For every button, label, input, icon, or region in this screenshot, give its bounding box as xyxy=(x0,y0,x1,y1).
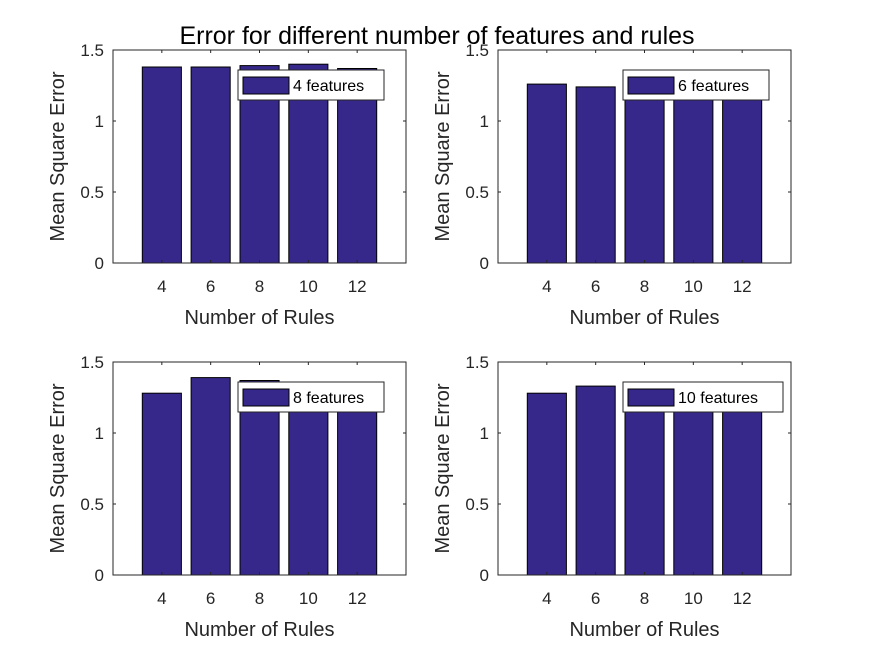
legend-label: 4 features xyxy=(293,78,364,95)
y-tick-label: 0.5 xyxy=(80,183,104,202)
x-tick-label: 12 xyxy=(348,589,367,608)
figure-title: Error for different number of features a… xyxy=(179,22,694,50)
legend: 6 features xyxy=(622,69,770,101)
bar xyxy=(288,385,329,576)
bar xyxy=(673,89,714,264)
legend-label: 10 features xyxy=(678,390,758,407)
x-tick-label: 6 xyxy=(591,277,600,296)
x-tick-label: 8 xyxy=(640,277,649,296)
bar xyxy=(575,385,616,576)
legend-swatch xyxy=(627,76,675,95)
bar xyxy=(239,380,280,576)
y-tick-label: 0.5 xyxy=(465,495,489,514)
y-tick-label: 0.5 xyxy=(465,183,489,202)
y-tick-label: 1 xyxy=(480,112,489,131)
bar xyxy=(337,68,378,264)
legend: 8 features xyxy=(237,381,385,413)
x-tick-label: 4 xyxy=(157,589,166,608)
x-axis-label: Number of Rules xyxy=(569,619,719,641)
x-tick-label: 6 xyxy=(591,589,600,608)
legend-swatch xyxy=(627,388,675,407)
x-tick-label: 6 xyxy=(206,589,215,608)
y-axis-label: Mean Square Error xyxy=(47,71,69,241)
y-tick-label: 0 xyxy=(95,566,104,585)
bar xyxy=(526,392,567,576)
x-tick-label: 8 xyxy=(255,589,264,608)
bar xyxy=(526,83,567,264)
bar xyxy=(141,66,182,264)
x-tick-label: 8 xyxy=(255,277,264,296)
x-tick-label: 12 xyxy=(733,277,752,296)
bar xyxy=(141,392,182,576)
legend: 10 features xyxy=(622,381,784,413)
legend: 4 features xyxy=(237,69,385,101)
x-tick-label: 12 xyxy=(348,277,367,296)
subplot-1: 4 6 8 10 12 0 0.5 1 1.5 Number of Rules Mean Squar… xyxy=(47,41,407,329)
y-tick-label: 0 xyxy=(95,254,104,273)
y-tick-label: 1.5 xyxy=(80,41,104,60)
subplot-3: 4 6 8 10 12 0 0.5 1 1.5 Number of Rules Mean Squar… xyxy=(47,353,407,641)
x-tick-label: 4 xyxy=(157,277,166,296)
bar xyxy=(337,389,378,576)
bar xyxy=(575,86,616,264)
y-axis-label: Mean Square Error xyxy=(432,71,454,241)
y-tick-label: 0.5 xyxy=(80,495,104,514)
y-tick-label: 1 xyxy=(95,112,104,131)
x-tick-label: 10 xyxy=(299,589,318,608)
x-tick-label: 6 xyxy=(206,277,215,296)
x-tick-label: 12 xyxy=(733,589,752,608)
bar xyxy=(190,377,231,576)
legend-swatch xyxy=(242,388,290,407)
bar xyxy=(190,66,231,264)
x-tick-label: 4 xyxy=(542,277,551,296)
bar xyxy=(673,382,714,576)
x-axis-label: Number of Rules xyxy=(184,619,334,641)
x-tick-label: 10 xyxy=(684,589,703,608)
legend-label: 6 features xyxy=(678,78,749,95)
subplot-4: 4 6 8 10 12 0 0.5 1 1.5 Number of Rules Mean Squar… xyxy=(432,353,792,641)
subplot-2: 4 6 8 10 12 0 0.5 1 1.5 Number of Rules Mean Squar… xyxy=(432,41,792,329)
y-axis-label: Mean Square Error xyxy=(47,383,69,553)
bar xyxy=(624,87,665,264)
y-tick-label: 0 xyxy=(480,566,489,585)
y-axis-label: Mean Square Error xyxy=(432,383,454,553)
x-tick-label: 10 xyxy=(299,277,318,296)
x-tick-label: 4 xyxy=(542,589,551,608)
x-axis-label: Number of Rules xyxy=(569,307,719,329)
x-tick-label: 8 xyxy=(640,589,649,608)
y-tick-label: 0 xyxy=(480,254,489,273)
y-tick-label: 1.5 xyxy=(465,41,489,60)
legend-swatch xyxy=(242,76,290,95)
x-axis-label: Number of Rules xyxy=(184,307,334,329)
bar xyxy=(722,90,763,264)
bar xyxy=(722,384,763,576)
y-tick-label: 1.5 xyxy=(80,353,104,372)
legend-label: 8 features xyxy=(293,390,364,407)
bar xyxy=(624,385,665,576)
y-tick-label: 1 xyxy=(480,424,489,443)
y-tick-label: 1 xyxy=(95,424,104,443)
y-tick-label: 1.5 xyxy=(465,353,489,372)
x-tick-label: 10 xyxy=(684,277,703,296)
